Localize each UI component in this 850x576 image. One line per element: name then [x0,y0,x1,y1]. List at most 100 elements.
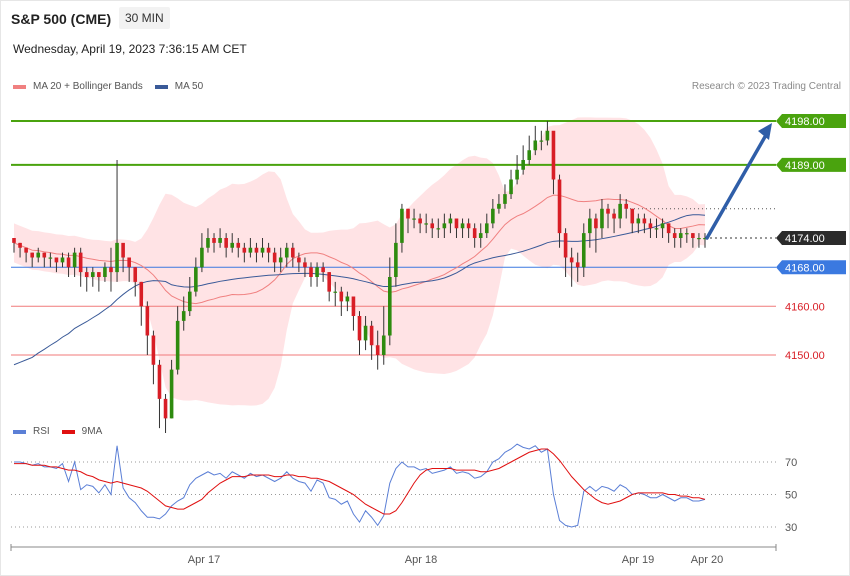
candle-body [97,272,101,277]
candle-body [333,291,338,293]
candle-body [175,320,180,370]
x-tick-label: Apr 19 [622,554,654,566]
candle-body [30,252,34,258]
candle-body [600,208,604,229]
candle-body [266,247,271,253]
rsi-legend: RSI 9MA [13,426,114,437]
candle-body [375,345,380,355]
candle-body [291,247,295,258]
candle-body [400,208,404,243]
candle-body [666,223,671,234]
candle-body [703,238,707,240]
candle-body [460,223,465,229]
candle-body [84,272,89,277]
candle-body [575,262,580,268]
candles-group [12,121,707,433]
candle-body [115,242,119,273]
candle-body [648,223,653,229]
candle-body [418,218,422,224]
candle-body [242,247,247,253]
candle-body [163,398,168,419]
candle-body [218,238,222,243]
legend-item-ma20: MA 20 + Bollinger Bands [13,81,143,92]
candle-body [539,140,544,142]
candle-body [90,272,95,277]
candle-body [478,233,483,238]
level-tag-4168-00 [776,260,846,275]
x-tick-label: Apr 17 [188,554,220,566]
candle-body [48,257,53,259]
candle-body [230,242,235,248]
candle-body [654,228,659,230]
projection-arrow-head [758,123,772,140]
candle-body [187,291,192,312]
candle-body [521,160,525,170]
candle-body [345,296,350,302]
candle-body [297,257,301,263]
rsi-tick-30: 30 [785,522,797,534]
candle-body [169,369,174,419]
level-label-4150-00: 4150.00 [785,350,825,362]
level-tag-4174-00 [776,231,846,245]
level-tag-4189-00 [776,157,846,172]
candle-body [309,267,313,277]
candle-body [642,218,647,224]
candle-body [194,267,198,292]
candle-body [121,242,125,258]
candle-body [145,306,150,336]
candle-body [533,140,538,151]
candle-body [212,238,216,243]
candle-body [606,208,610,214]
candle-body [103,267,107,277]
candle-body [42,252,47,258]
candle-body [127,257,131,268]
candle-body [618,203,622,219]
level-tag-4198-00 [776,114,846,128]
interval-badge[interactable]: 30 MIN [119,7,170,29]
candle-body [691,233,695,238]
legend-item-rsi: RSI [13,426,50,437]
candle-body [60,257,65,263]
candle-body [109,267,113,273]
x-tick-label: Apr 18 [405,554,437,566]
candle-body [636,218,641,224]
candle-body [448,218,453,224]
candle-body [369,325,374,346]
level-label-4174-00: 4174.00 [785,233,825,245]
level-label-4189-00: 4189.00 [785,160,825,172]
candle-body [224,238,228,248]
candle-body [254,247,259,253]
ma20-swatch [13,84,26,89]
candle-body [454,218,459,229]
candle-body [18,242,22,248]
candle-body [557,179,562,234]
candle-body [491,208,495,224]
candle-body [236,242,241,248]
candle-body [357,316,362,341]
ma50-swatch [154,84,168,89]
rsi-line [14,443,706,528]
legend-item-9ma: 9MA [61,426,102,437]
candle-body [72,252,77,268]
instrument-title: S&P 500 (CME) [11,11,112,27]
candle-body [515,169,519,180]
candle-body [303,262,307,268]
candle-body [594,218,598,229]
candle-body [339,291,344,302]
candle-body [54,257,59,263]
candle-body [394,242,398,277]
projection-arrow-shaft [705,133,768,240]
candle-body [206,238,210,248]
candle-body [588,218,592,234]
candle-body [200,247,204,268]
candle-body [563,233,568,258]
candle-body [697,238,701,240]
candle-body [436,228,441,230]
candle-body [363,325,368,341]
candle-body [248,247,253,253]
candle-body [139,281,144,307]
candle-body [581,233,586,268]
candle-body [327,272,331,292]
level-label-4160-00: 4160.00 [785,301,825,313]
